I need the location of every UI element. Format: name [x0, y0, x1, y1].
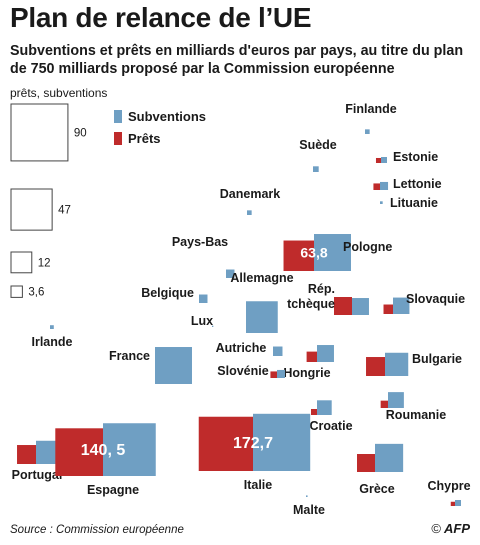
country-label-rep-tcheque-2: tchèque [287, 297, 335, 311]
bar-grants-irlande [50, 325, 54, 329]
page-subtitle: Subventions et prêts en milliards d'euro… [10, 43, 464, 77]
scale-square-3 [10, 285, 23, 298]
country-label-chypre: Chypre [427, 479, 470, 493]
country-label-danemark: Danemark [220, 187, 280, 201]
bar-loans-hongrie [306, 351, 317, 362]
bar-loans-roumanie [380, 400, 388, 408]
bar-grants-pays-bas [226, 269, 235, 278]
country-label-bulgarie: Bulgarie [412, 352, 462, 366]
country-label-malte: Malte [293, 503, 325, 517]
scale-square-2 [10, 251, 33, 274]
bar-loans-slovaquie [383, 304, 393, 314]
country-label-estonie: Estonie [393, 150, 438, 164]
country-label-allemagne: Allemagne [230, 271, 293, 285]
bar-grants-estonie [381, 157, 387, 163]
country-label-italie: Italie [244, 478, 273, 492]
bar-loans-portugal [17, 445, 36, 464]
country-label-hongrie: Hongrie [283, 366, 330, 380]
legend-swatch-grants [114, 110, 122, 123]
bar-grants-autriche [273, 346, 283, 356]
country-label-finlande: Finlande [345, 102, 396, 116]
scale-label-0: 90 [74, 127, 87, 139]
bar-loans-croatie [311, 409, 317, 415]
bar-grants-croatie [317, 400, 332, 415]
page-title: Plan de relance de l’UE [10, 2, 312, 33]
bar-grants-suede [313, 166, 319, 172]
total-label-espagne: 140, 5 [81, 442, 126, 459]
copyright-symbol: © [431, 521, 441, 536]
bar-grants-roumanie [388, 392, 404, 408]
country-label-belgique: Belgique [141, 286, 194, 300]
bar-grants-hongrie [317, 345, 334, 362]
legend-label-grants: Subventions [128, 109, 207, 124]
scale-label-1: 47 [58, 205, 71, 217]
bar-grants-chypre [455, 500, 461, 506]
country-label-rep-tcheque-1: Rép. [308, 282, 335, 296]
source-note: Source : Commission européenne [10, 524, 184, 536]
country-label-irlande: Irlande [32, 335, 73, 349]
bar-grants-pologne [314, 234, 351, 271]
legend-item-loans: Prêts [114, 131, 161, 146]
country-label-espagne: Espagne [87, 483, 139, 497]
bar-loans-espagne [55, 428, 103, 476]
total-label-italie: 172,7 [233, 435, 273, 452]
scale-label-3: 3,6 [28, 287, 44, 299]
bar-grants-portugal [36, 440, 60, 464]
country-label-pays-bas: Pays-Bas [172, 235, 228, 249]
bar-grants-italie [253, 413, 311, 471]
legend-item-grants: Subventions [114, 109, 206, 124]
country-label-lux: Lux [191, 314, 213, 328]
bar-grants-grece [375, 443, 404, 472]
country-label-autriche: Autriche [216, 341, 267, 355]
bar-grants-finlande [365, 129, 370, 134]
country-label-slovenie: Slovénie [217, 364, 268, 378]
bar-grants-allemagne [246, 301, 278, 333]
bar-loans-estonie [375, 157, 381, 163]
bar-loans-bulgarie [366, 357, 385, 376]
bar-loans-rep-tcheque [334, 297, 352, 315]
bar-grants-lituanie [380, 201, 383, 204]
bar-grants-lux [212, 325, 214, 327]
credit-logo: AFP [444, 521, 470, 536]
total-label-pologne: 63,8 [300, 244, 327, 260]
country-label-france: France [109, 349, 150, 363]
bar-grants-malte [306, 495, 308, 497]
scale-caption: prêts, subventions [10, 86, 108, 100]
bar-grants-lettonie [380, 181, 389, 190]
bar-grants-espagne [103, 423, 156, 476]
scale-square-1 [10, 188, 53, 231]
country-label-lettonie: Lettonie [393, 177, 442, 191]
country-label-roumanie: Roumanie [386, 408, 446, 422]
country-label-pologne: Pologne [343, 240, 392, 254]
bar-grants-belgique [199, 294, 208, 303]
legend-swatch-loans [114, 132, 122, 145]
bar-grants-danemark [247, 210, 252, 215]
bar-loans-italie [198, 416, 253, 471]
legend-label-loans: Prêts [128, 131, 161, 146]
scale-square-0 [10, 103, 69, 162]
bar-grants-slovenie [277, 369, 286, 378]
bar-loans-pologne [283, 240, 314, 271]
bar-loans-grece [357, 454, 375, 472]
country-label-portugal: Portugal [12, 468, 63, 482]
scale-label-2: 12 [38, 257, 51, 269]
country-label-slovaquie: Slovaquie [406, 292, 465, 306]
credit: © AFP [431, 521, 470, 536]
bar-grants-france [155, 347, 192, 384]
bar-grants-bulgarie [385, 352, 409, 376]
bar-loans-chypre [450, 501, 455, 506]
country-label-croatie: Croatie [309, 419, 352, 433]
bar-grants-slovaquie [393, 297, 410, 314]
bar-loans-lettonie [373, 183, 380, 190]
bar-grants-rep-tcheque [352, 298, 369, 315]
bar-loans-slovenie [270, 371, 277, 378]
country-label-grece: Grèce [359, 482, 394, 496]
country-label-lituanie: Lituanie [390, 196, 438, 210]
country-label-suede: Suède [299, 138, 337, 152]
